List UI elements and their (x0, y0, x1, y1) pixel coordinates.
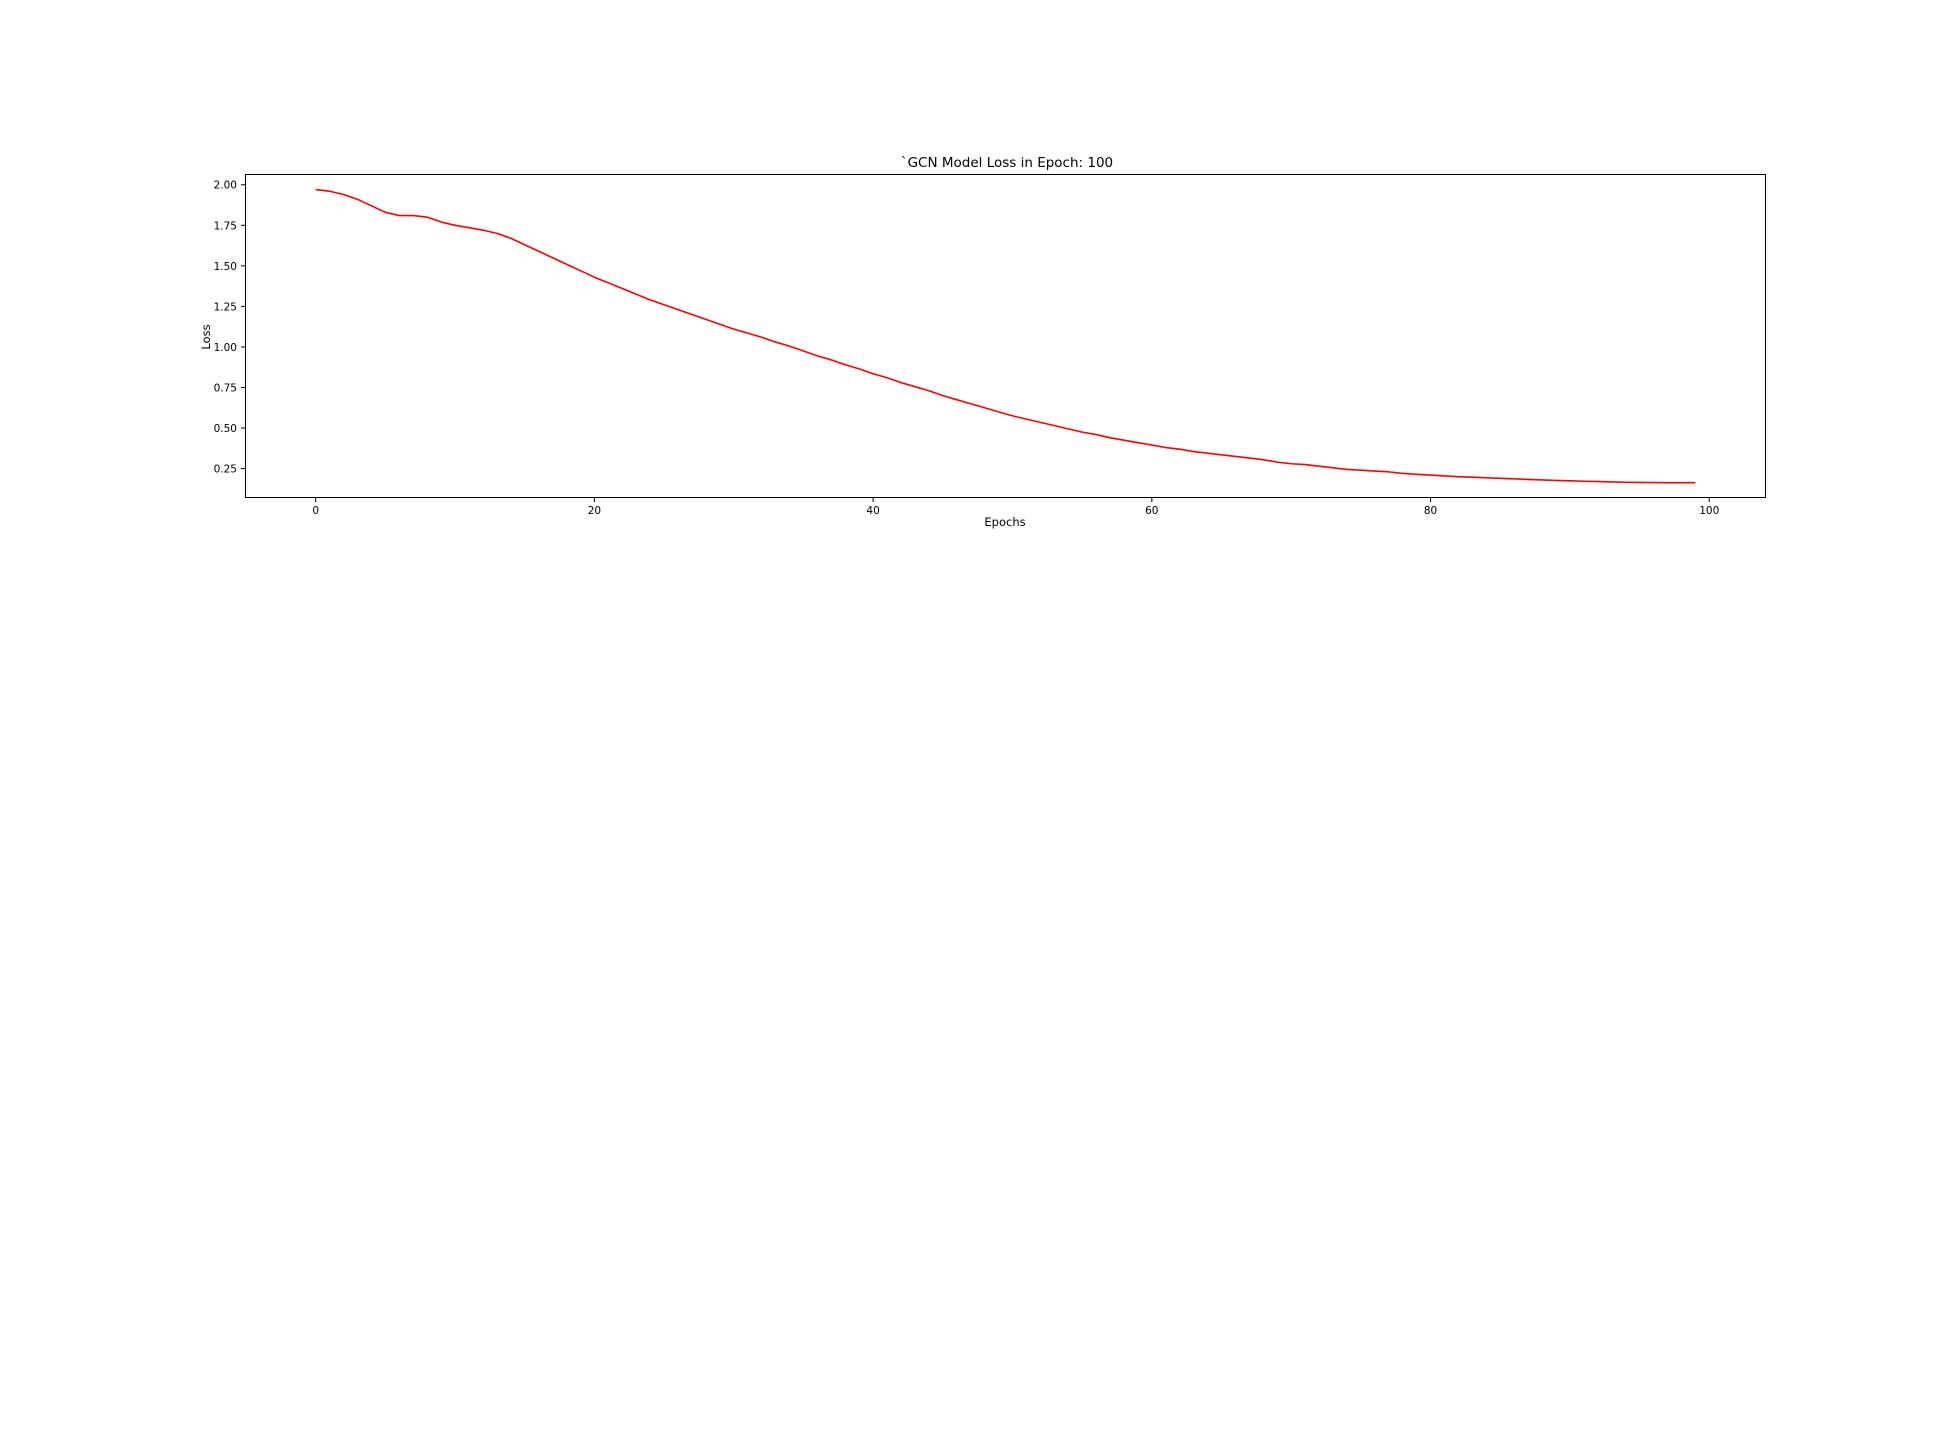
y-tick-label: 1.00 (214, 342, 237, 354)
y-tick-label: 0.25 (214, 464, 237, 476)
x-tick-label: 0 (312, 505, 319, 517)
plot-frame (245, 174, 1766, 498)
y-tick-label: 1.50 (214, 261, 237, 273)
y-tick-label: 1.75 (214, 220, 237, 232)
y-tick-label: 1.25 (214, 301, 237, 313)
y-tick-label: 0.50 (214, 423, 237, 435)
x-tick-label: 80 (1424, 505, 1437, 517)
y-tick-label: 0.75 (214, 383, 237, 395)
x-tick-label: 60 (1145, 505, 1158, 517)
chart-title: `GCN Model Loss in Epoch: 100 (901, 155, 1113, 171)
x-tick-label: 20 (588, 505, 601, 517)
x-tick-label: 40 (866, 505, 879, 517)
y-axis: 0.25 0.50 0.75 1.00 1.25 1.50 1.75 2.00 (214, 180, 246, 476)
y-tick-label: 2.00 (214, 180, 237, 192)
loss-series-line (315, 188, 1696, 484)
y-axis-label: Loss (199, 324, 213, 349)
x-axis-label: Epochs (984, 515, 1025, 529)
x-axis: 0 20 40 60 80 100 (312, 497, 1719, 517)
x-tick-label: 100 (1699, 505, 1719, 517)
plot-area (315, 188, 1696, 484)
